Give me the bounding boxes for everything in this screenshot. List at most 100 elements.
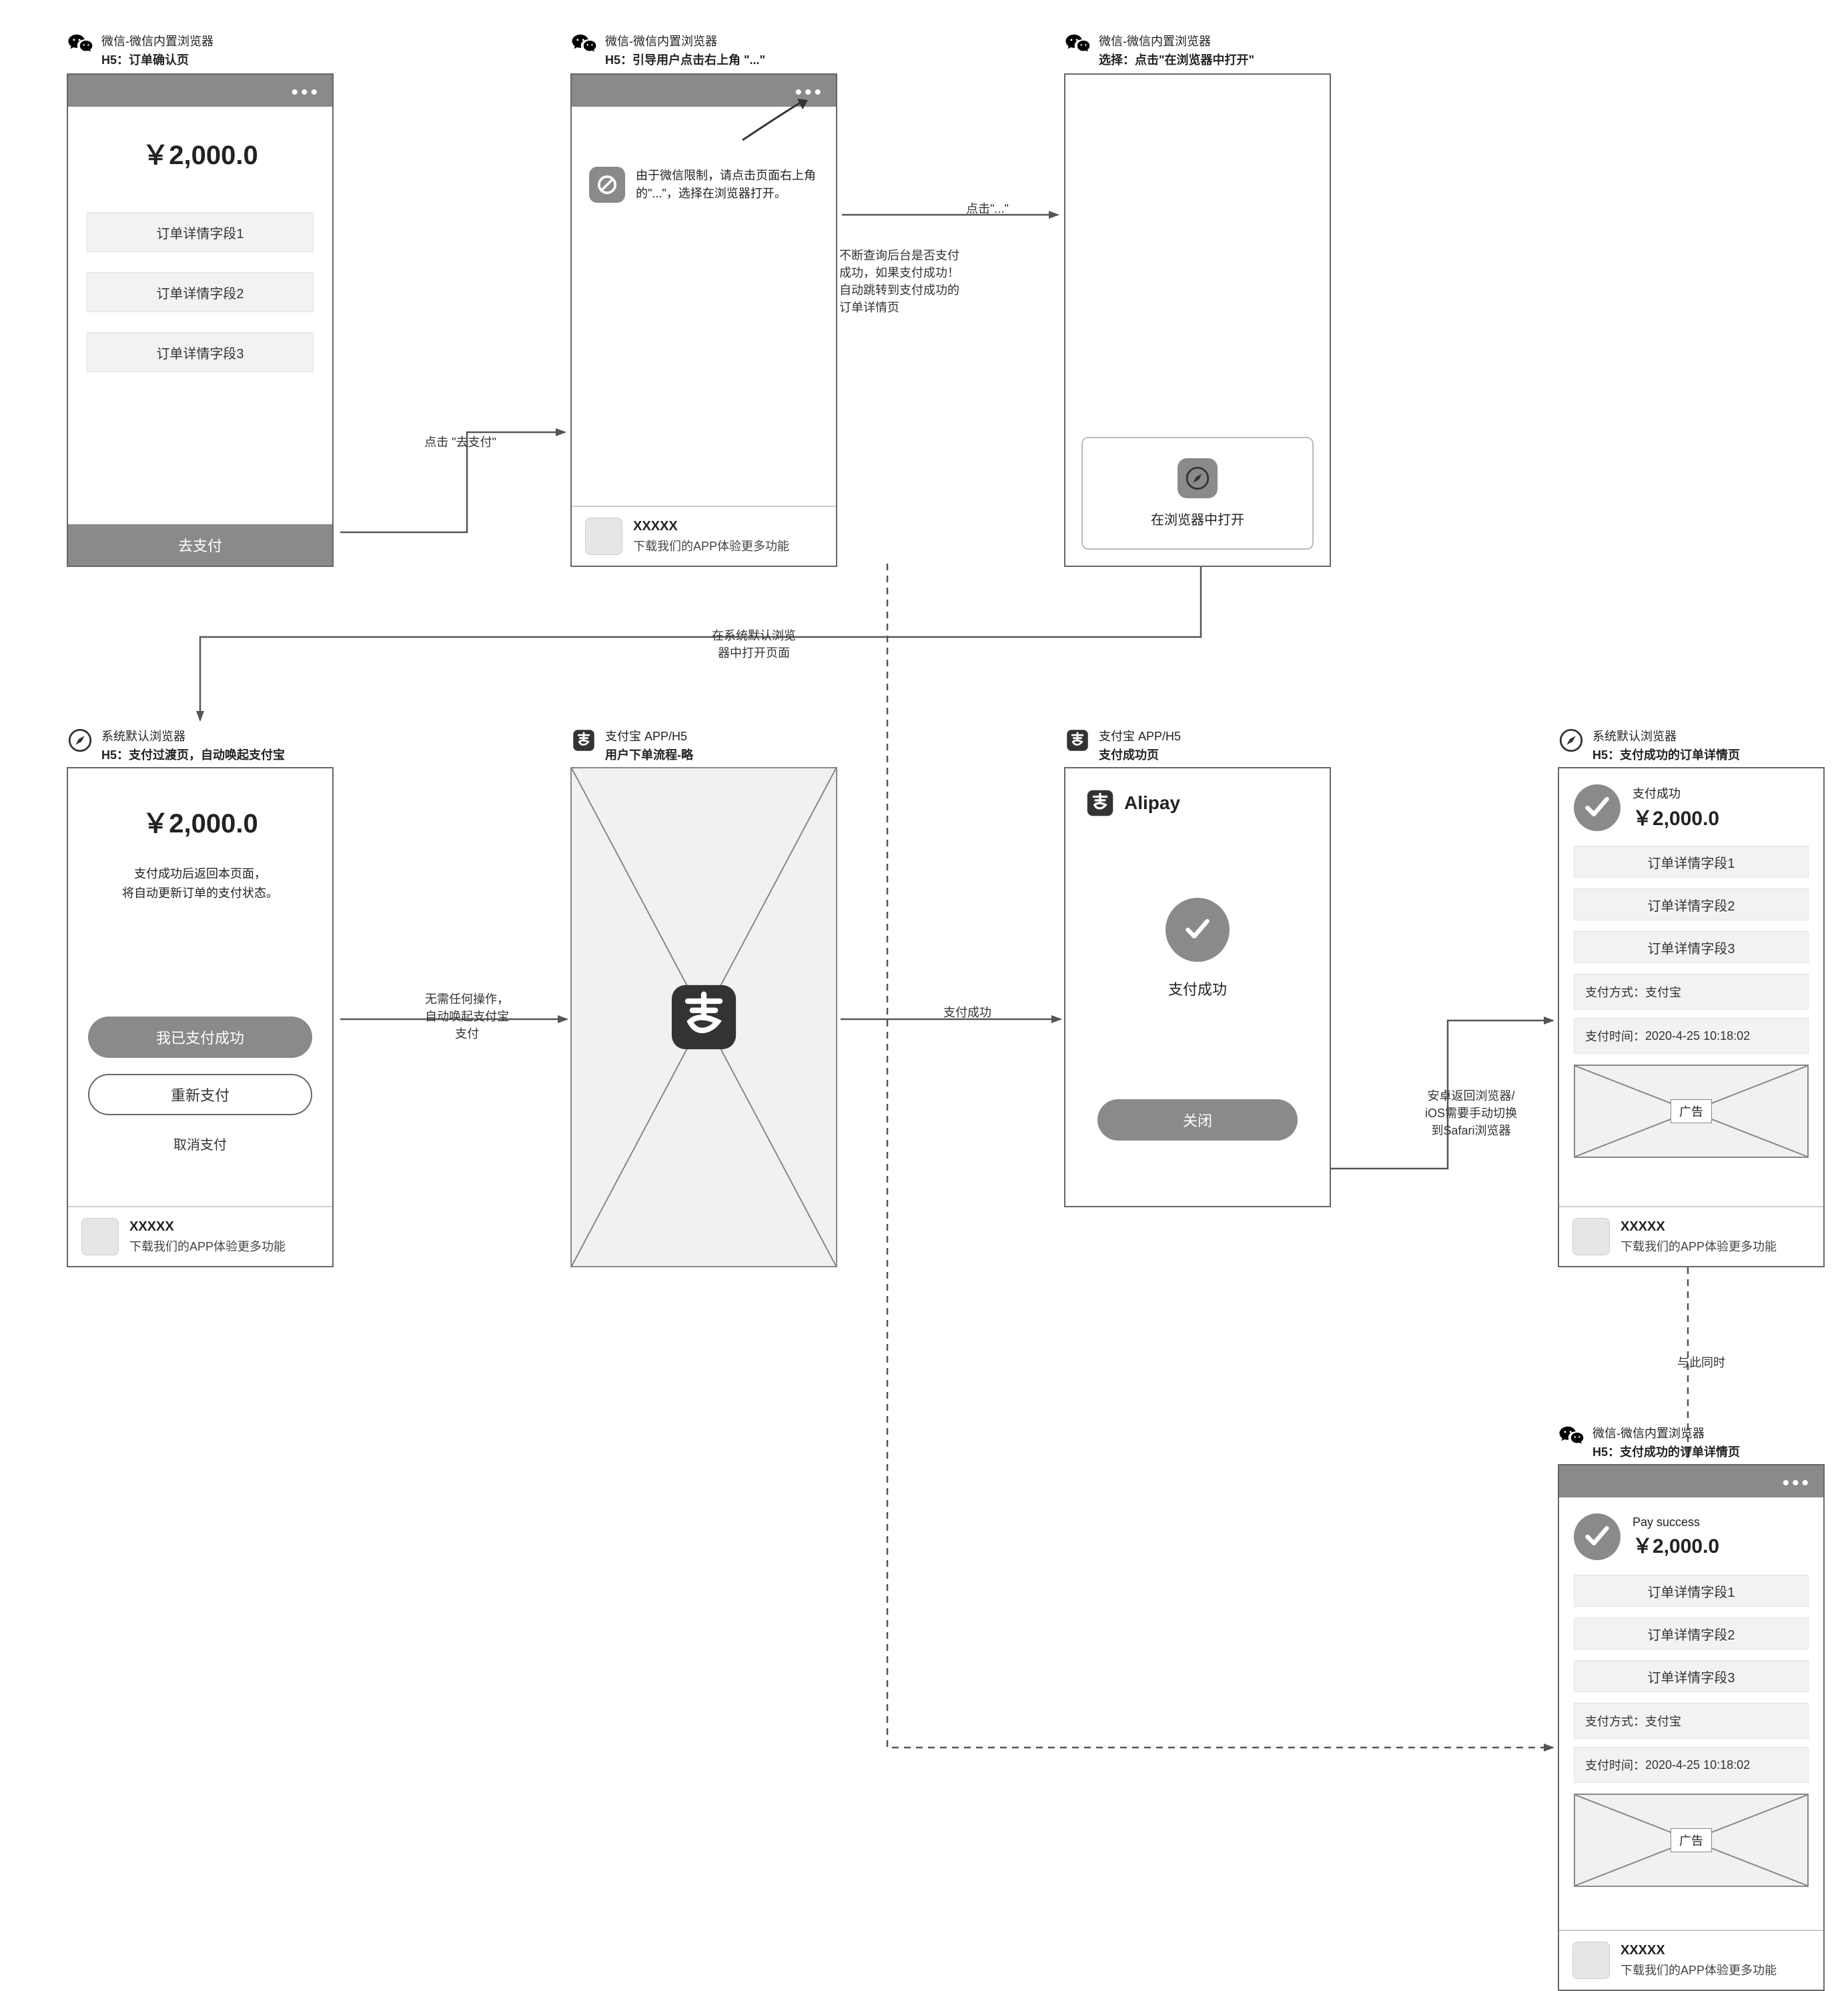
banner-title: XXXXX <box>1621 1219 1777 1235</box>
cancel-pay-button[interactable]: 取消支付 <box>88 1127 312 1161</box>
close-button[interactable]: 关闭 <box>1097 1099 1298 1141</box>
app-download-banner[interactable]: XXXXX 下载我们的APP体验更多功能 <box>1559 1930 1823 1990</box>
order-amount: ￥2,000.0 <box>1633 1529 1719 1559</box>
order-field-3: 订单详情字段3 <box>1574 1660 1809 1692</box>
order-field-1: 订单详情字段1 <box>87 212 314 252</box>
pay-method-row: 支付方式：支付宝 <box>1574 974 1809 1010</box>
banner-subtitle: 下载我们的APP体验更多功能 <box>1621 1961 1777 1978</box>
order-field-2: 订单详情字段2 <box>87 272 314 312</box>
app-download-banner[interactable]: XXXXX 下载我们的APP体验更多功能 <box>68 1206 332 1266</box>
app-download-banner[interactable]: XXXXX 下载我们的APP体验更多功能 <box>572 506 836 566</box>
phone-s6: Alipay 支付成功 关闭 <box>1064 767 1331 1207</box>
order-field-1: 订单详情字段1 <box>1574 1575 1809 1607</box>
success-check-icon <box>1166 898 1230 962</box>
forbid-icon <box>589 167 625 203</box>
pay-time-row: 支付时间：2020-4-25 10:18:02 <box>1574 1747 1809 1783</box>
pay-method-row: 支付方式：支付宝 <box>1574 1703 1809 1739</box>
app-download-banner[interactable]: XXXXX 下载我们的APP体验更多功能 <box>1559 1206 1823 1266</box>
pay-transition-desc: 支付成功后返回本页面， 将自动更新订单的支付状态。 <box>88 864 312 903</box>
order-field-2: 订单详情字段2 <box>1574 888 1809 920</box>
order-field-3: 订单详情字段3 <box>87 332 314 372</box>
more-icon[interactable]: ••• <box>1782 1472 1811 1495</box>
header-line1: 微信-微信内置浏览器 <box>605 32 765 49</box>
banner-subtitle: 下载我们的APP体验更多功能 <box>633 537 789 554</box>
phone-s5 <box>570 767 837 1267</box>
i-have-paid-button[interactable]: 我已支付成功 <box>88 1017 312 1058</box>
safari-icon <box>1558 727 1584 754</box>
banner-title: XXXXX <box>129 1219 286 1235</box>
header-line1: 微信-微信内置浏览器 <box>1592 1424 1740 1441</box>
statusbar: ••• <box>1559 1465 1823 1497</box>
more-icon[interactable]: ••• <box>291 81 320 104</box>
banner-subtitle: 下载我们的APP体验更多功能 <box>1621 1237 1777 1255</box>
header-s4: 系统默认浏览器 H5：支付过渡页，自动唤起支付宝 <box>67 727 285 763</box>
note-meanwhile: 与此同时 <box>1661 1354 1741 1371</box>
note-poll-backend: 不断查询后台是否支付 成功，如果支付成功！ 自动跳转到支付成功的 订单详情页 <box>839 247 993 316</box>
phone-s7: 支付成功 ￥2,000.0 订单详情字段1 订单详情字段2 订单详情字段3 支付… <box>1558 767 1825 1267</box>
header-s7: 系统默认浏览器 H5：支付成功的订单详情页 <box>1558 727 1740 763</box>
phone-s8: ••• Pay success ￥2,000.0 订单详情字段1 订单详情字段2… <box>1558 1464 1825 1991</box>
pay-amount: ￥2,000.0 <box>88 802 312 840</box>
banner-subtitle: 下载我们的APP体验更多功能 <box>129 1237 286 1255</box>
header-s2: 微信-微信内置浏览器 H5：引导用户点击右上角 "..." <box>570 32 765 68</box>
order-field-3: 订单详情字段3 <box>1574 931 1809 963</box>
header-s6: 支付宝 APP/H5 支付成功页 <box>1064 727 1181 763</box>
open-in-browser-label[interactable]: 在浏览器中打开 <box>1096 509 1299 528</box>
pay-time-row: 支付时间：2020-4-25 10:18:02 <box>1574 1018 1809 1054</box>
header-line2: 选择：点击"在浏览器中打开" <box>1099 51 1254 68</box>
header-line2: H5：引导用户点击右上角 "..." <box>605 51 765 68</box>
order-amount: ￥2,000.0 <box>87 133 314 172</box>
alipay-icon <box>1064 727 1091 754</box>
header-s5: 支付宝 APP/H5 用户下单流程-略 <box>570 727 693 763</box>
wechat-icon <box>1064 32 1091 59</box>
order-field-1: 订单详情字段1 <box>1574 846 1809 878</box>
retry-pay-button[interactable]: 重新支付 <box>88 1074 312 1115</box>
statusbar: ••• <box>68 75 332 107</box>
header-line2: H5：支付成功的订单详情页 <box>1592 746 1740 763</box>
banner-title: XXXXX <box>633 519 789 534</box>
app-thumb-icon <box>1572 1218 1610 1255</box>
app-thumb-icon <box>81 1218 119 1255</box>
alipay-brand-icon <box>1085 788 1115 818</box>
note-goto-pay: 点击 "去支付" <box>400 434 520 451</box>
header-line2: 支付成功页 <box>1099 746 1181 763</box>
phone-s2: ••• 由于微信限制，请点击页面右上角的"..."，选择在浏览器打开。 XXXX… <box>570 73 837 567</box>
wechat-restriction-tip: 由于微信限制，请点击页面右上角的"..."，选择在浏览器打开。 <box>636 167 819 203</box>
wechat-icon <box>570 32 597 59</box>
order-field-2: 订单详情字段2 <box>1574 1617 1809 1649</box>
safari-icon <box>67 727 93 754</box>
order-amount: ￥2,000.0 <box>1633 802 1719 831</box>
note-auto-alipay: 无需任何操作， 自动唤起支付宝 支付 <box>394 990 540 1043</box>
app-thumb-icon <box>585 518 622 555</box>
header-line1: 微信-微信内置浏览器 <box>101 32 213 49</box>
header-line1: 系统默认浏览器 <box>101 727 285 744</box>
pay-button[interactable]: 去支付 <box>68 524 332 566</box>
wechat-icon <box>1558 1424 1584 1451</box>
note-open-browser: 在系统默认浏览 器中打开页面 <box>667 627 841 662</box>
header-s3: 微信-微信内置浏览器 选择：点击"在浏览器中打开" <box>1064 32 1254 68</box>
pay-success-label: 支付成功 <box>1168 978 1227 999</box>
alipay-flow-placeholder <box>570 767 837 1267</box>
header-line1: 支付宝 APP/H5 <box>605 727 693 744</box>
phone-s4: ￥2,000.0 支付成功后返回本页面， 将自动更新订单的支付状态。 我已支付成… <box>67 767 334 1267</box>
header-line1: 支付宝 APP/H5 <box>1099 727 1181 744</box>
header-s8: 微信-微信内置浏览器 H5：支付成功的订单详情页 <box>1558 1424 1740 1460</box>
phone-s1: ••• ￥2,000.0 订单详情字段1 订单详情字段2 订单详情字段3 去支付 <box>67 73 334 567</box>
note-click-more: 点击"..." <box>934 200 1041 217</box>
phone-s3: 在浏览器中打开 <box>1064 73 1331 567</box>
header-line1: 系统默认浏览器 <box>1592 727 1740 744</box>
header-line2: H5：支付成功的订单详情页 <box>1592 1443 1740 1460</box>
pay-success-label: Pay success <box>1633 1515 1719 1529</box>
header-line2: H5：支付过渡页，自动唤起支付宝 <box>101 746 285 763</box>
pointer-arrow-icon <box>736 93 816 147</box>
wechat-icon <box>67 32 93 59</box>
header-line1: 微信-微信内置浏览器 <box>1099 32 1254 49</box>
header-s1: 微信-微信内置浏览器 H5：订单确认页 <box>67 32 213 68</box>
ad-placeholder: 广告 <box>1574 1794 1809 1887</box>
success-check-icon <box>1574 784 1621 831</box>
success-check-icon <box>1574 1513 1621 1560</box>
alipay-icon <box>570 727 597 754</box>
ad-placeholder: 广告 <box>1574 1065 1809 1158</box>
note-pay-success: 支付成功 <box>914 1004 1021 1021</box>
open-in-browser-icon[interactable] <box>1178 458 1218 498</box>
